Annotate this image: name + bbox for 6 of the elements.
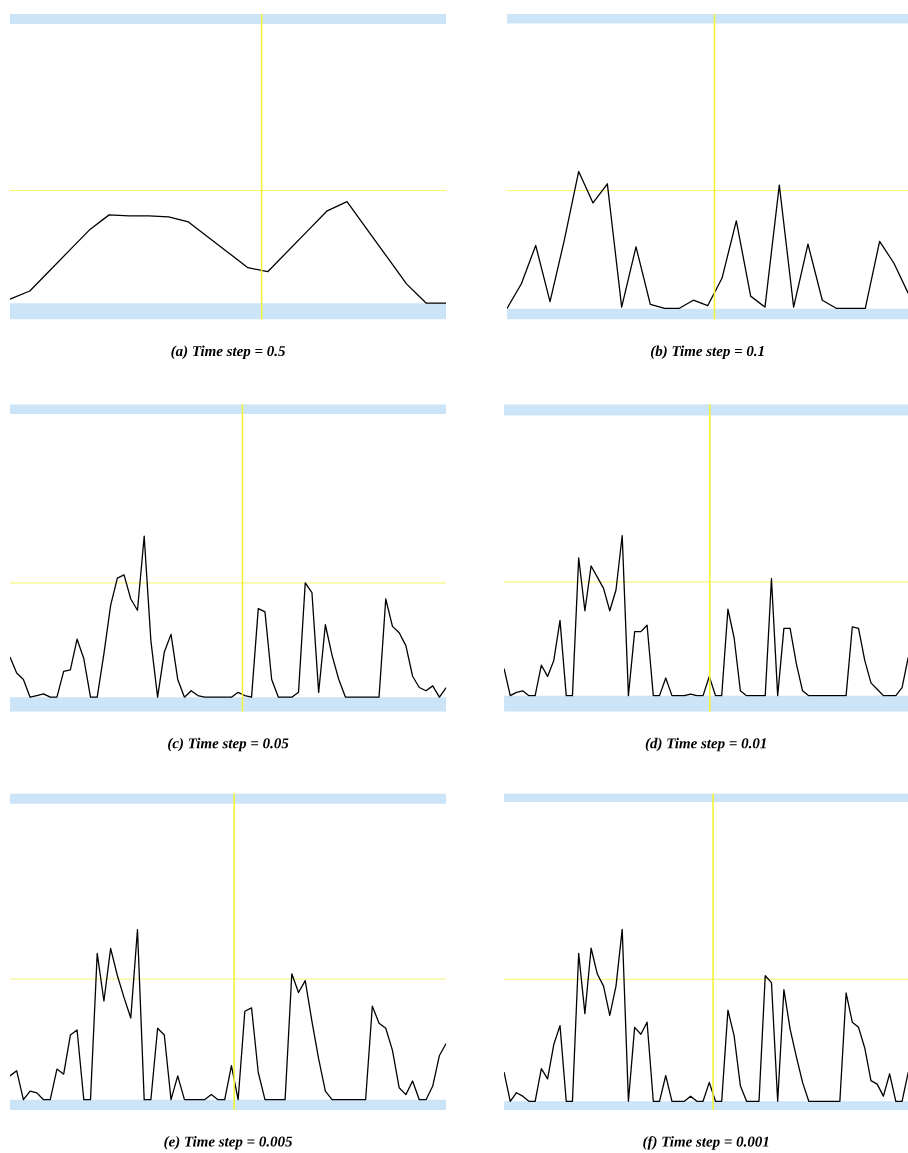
text: (c) Time step = 0.05 [167, 737, 289, 752]
text: (e) Time step = 0.005 [164, 1136, 293, 1150]
text: (a) Time step = 0.5 [171, 345, 285, 360]
text: (f) Time step = 0.001 [643, 1135, 769, 1150]
text: (d) Time step = 0.01 [645, 737, 766, 752]
text: (b) Time step = 0.1 [650, 345, 764, 360]
